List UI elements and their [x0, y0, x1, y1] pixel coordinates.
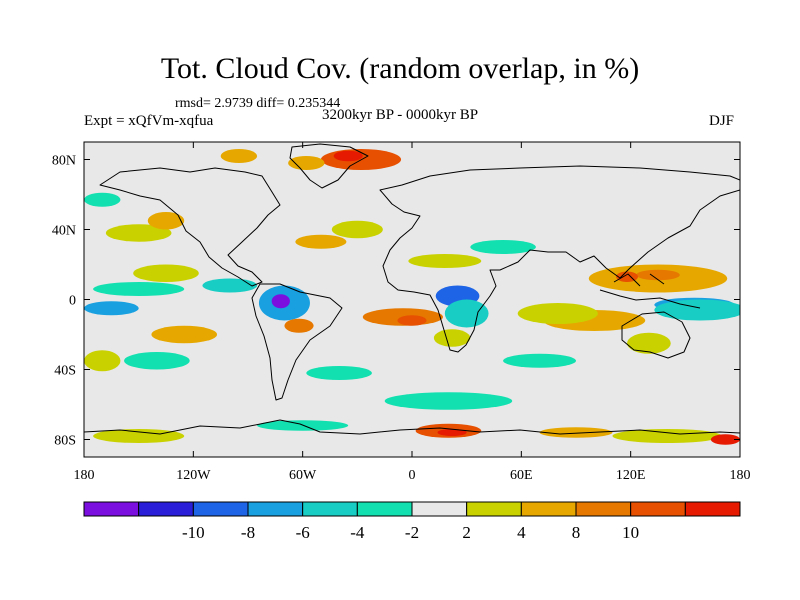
anomaly-region-se-pacific-orange [151, 325, 218, 344]
x-tick-label: 180 [74, 468, 95, 483]
colorbar-swatch [302, 501, 358, 517]
x-tick-label: 180 [730, 468, 751, 483]
anomaly-region-africa-teal [444, 299, 489, 328]
anomaly-region-c-pacific-neg [93, 282, 185, 296]
experiment-label: Expt = xQfVm-xqfua [84, 113, 214, 129]
colorbar-swatch [83, 501, 140, 517]
coastline-maritime [599, 273, 701, 309]
y-tick-label: 80N [52, 154, 76, 169]
anomaly-region-s-atlantic-teal [306, 366, 372, 380]
anomaly-region-e-pacific-yellow [133, 264, 199, 282]
y-tick-label: 80S [54, 434, 76, 449]
anomaly-region-antarctic-yellow-w [93, 429, 185, 443]
colorbar-swatch [630, 501, 686, 517]
anomaly-region-s-pacific-yellow [84, 350, 121, 372]
anomaly-region-n-pacific-yellow [105, 224, 172, 242]
anomaly-region-maritime-teal [654, 299, 740, 321]
anomaly-region-arctic-warm [220, 149, 258, 163]
anomaly-region-sahara-yellow [408, 254, 482, 268]
stats-label: rmsd= 2.9739 diff= 0.235344 [175, 96, 341, 111]
anomaly-region-e-pacific-blue [84, 301, 139, 316]
y-tick-label: 0 [69, 294, 76, 309]
y-tick-label: 40S [54, 364, 76, 379]
axis-ticks: 180 120W 60W 0 60E 120E 180 80N 40N 0 40S 80S [52, 142, 751, 483]
anomaly-region-s-indian-teal [503, 353, 576, 368]
anomaly-region-antarctic-redcore [437, 429, 467, 436]
period-label: 3200kyr BP - 0000kyr BP [322, 107, 479, 123]
coastline-north-america [99, 167, 281, 287]
x-tick-label: 60W [289, 468, 317, 483]
anomaly-region-n-atlantic-orange [295, 234, 347, 249]
colorbar-label: -10 [182, 523, 205, 542]
anomaly-region-antarctic-orange [539, 427, 613, 438]
anomaly-region-indian-yellow [517, 303, 598, 324]
colorbar-label: -2 [405, 523, 419, 542]
anomaly-region-amazon-purple [271, 294, 290, 309]
chart-title: Tot. Cloud Cov. (random overlap, in %) [160, 52, 640, 85]
anomaly-region-central-am-teal [202, 278, 258, 293]
anomaly-region-n-pacific-orange [147, 212, 185, 230]
coastline-eurasia-africa [379, 165, 740, 353]
y-tick-label: 40N [52, 224, 76, 239]
colorbar-label: 2 [462, 523, 471, 542]
x-tick-label: 60E [510, 468, 533, 483]
colorbar-swatch [684, 501, 741, 517]
anomaly-region-greenland-w [288, 156, 325, 170]
colorbar-label: -6 [296, 523, 310, 542]
anomaly-region-s-africa-yellow [433, 329, 471, 347]
season-label: DJF [709, 113, 735, 129]
colorbar-swatch [520, 501, 577, 517]
anomaly-fields [84, 149, 740, 445]
x-tick-label: 120E [616, 468, 646, 483]
colorbar-swatch [411, 501, 468, 517]
colorbar-swatch [466, 501, 522, 517]
coastline-south-america [251, 283, 343, 401]
anomaly-region-australia-yellow [627, 332, 671, 354]
anomaly-region-greenland-core [333, 150, 363, 162]
anomaly-region-n-atlantic-yellow [331, 220, 383, 239]
x-tick-label: 120W [176, 468, 211, 483]
colorbar-label: 4 [517, 523, 526, 542]
anomaly-region-antarctic-e-red [710, 434, 740, 445]
colorbar-swatch [575, 501, 632, 517]
anomaly-region-s-pacific-teal [124, 352, 190, 370]
coastlines [84, 143, 740, 435]
anomaly-region-s-atlantic-red [397, 315, 427, 326]
anomaly-region-peru-orange [284, 318, 314, 333]
colorbar-swatch [138, 501, 194, 517]
anomaly-region-s-ocean-teal [384, 392, 513, 410]
x-tick-label: 0 [409, 468, 416, 483]
colorbar-label: 10 [622, 523, 639, 542]
colorbar-label: -8 [241, 523, 255, 542]
coastline-antarctica [84, 419, 740, 435]
colorbar-swatch [356, 501, 413, 517]
colorbar-swatch [192, 501, 249, 517]
colorbar-label: -4 [350, 523, 365, 542]
anomaly-region-antarctic-yellow-e [612, 429, 722, 443]
anomaly-region-w-pacific-strong [636, 269, 680, 281]
colorbar-swatch [247, 501, 304, 517]
colorbar: -10 -8 -6 -4 -2 2 4 8 10 [83, 501, 741, 542]
anomaly-region-scs-red [616, 271, 638, 282]
coastline-australia [621, 311, 691, 359]
anomaly-region-arabia-teal [470, 240, 536, 254]
colorbar-label: 8 [572, 523, 581, 542]
anomaly-region-n-pacific-teal [84, 192, 121, 207]
coastline-greenland [289, 143, 369, 189]
